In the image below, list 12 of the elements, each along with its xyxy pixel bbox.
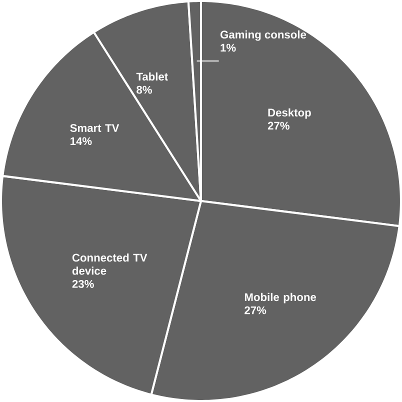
slice-label: Mobile phone <box>244 292 316 304</box>
slice-label: Desktop <box>268 108 311 119</box>
slice-label: Smart TV <box>70 124 120 132</box>
data-label: 27% <box>268 122 290 130</box>
slice-label: Connected TV device <box>72 253 148 275</box>
data-label: 14% <box>70 137 92 146</box>
data-label: 1% <box>220 44 236 52</box>
data-label: 27% <box>244 306 266 314</box>
slice-label: Tablet <box>136 72 168 81</box>
data-label: 23% <box>72 280 94 288</box>
slice-label: Gaming console <box>220 30 306 41</box>
data-label: 8% <box>136 86 152 94</box>
